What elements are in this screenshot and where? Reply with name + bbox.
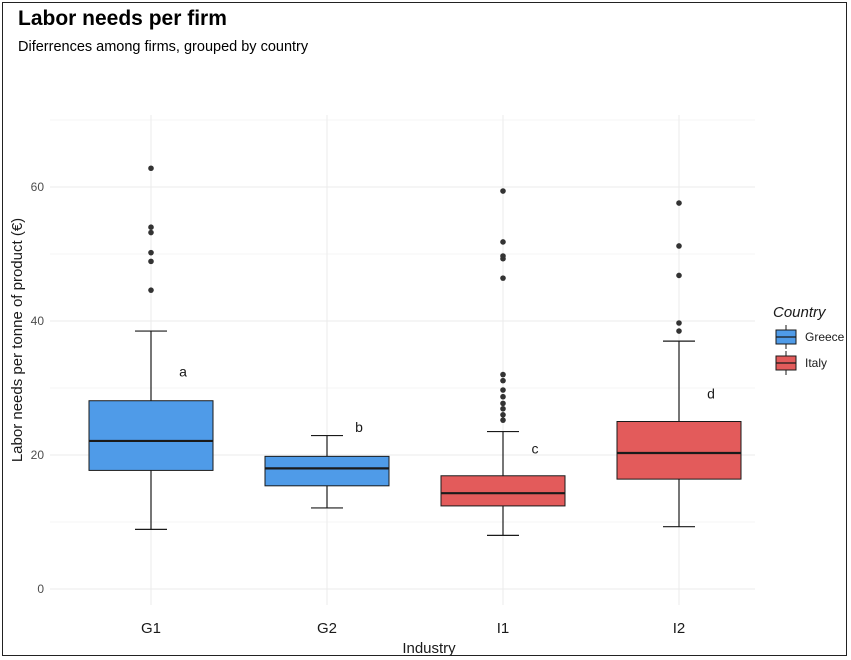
outlier-point: [500, 239, 506, 245]
outlier-point: [500, 387, 506, 393]
outlier-point: [148, 258, 154, 265]
outlier-point: [148, 224, 154, 230]
y-tick-label: 0: [37, 582, 44, 596]
group-label: c: [532, 440, 539, 456]
x-tick-label: G1: [141, 620, 161, 637]
outlier-point: [148, 165, 154, 172]
group-label: a: [179, 363, 187, 379]
outlier-point: [500, 188, 506, 194]
y-axis-ticks: 0 20 40 60: [31, 180, 45, 596]
outlier-point: [676, 200, 682, 206]
outlier-point: [676, 243, 682, 249]
box-I2: d: [616, 200, 742, 528]
box-iqr: [440, 475, 566, 507]
outlier-point: [500, 417, 506, 423]
box-G1: a: [88, 165, 214, 530]
y-axis-label: Labor needs per tonne of product (€): [9, 218, 26, 462]
x-tick-label: G2: [317, 620, 337, 637]
y-tick-label: 20: [31, 448, 45, 462]
outlier-point: [500, 393, 506, 400]
outlier-point: [148, 249, 154, 256]
legend-label: Italy: [805, 356, 827, 370]
group-label: d: [707, 385, 715, 401]
chart-subtitle: Diferrences among firms, grouped by coun…: [18, 39, 309, 55]
outlier-point: [500, 400, 506, 407]
legend-key-italy: Italy: [775, 351, 827, 375]
legend-label: Greece: [805, 330, 845, 344]
chart-title: Labor needs per firm: [18, 7, 227, 30]
outlier-point: [676, 320, 682, 326]
outlier-point: [500, 275, 506, 281]
outlier-point: [500, 253, 506, 259]
x-axis-label: Industry: [402, 640, 456, 657]
outlier-point: [500, 371, 506, 378]
legend-key-greece: Greece: [775, 325, 845, 349]
legend: Country Greece Italy: [773, 304, 845, 375]
box-I1: c: [440, 188, 566, 537]
legend-title: Country: [773, 304, 827, 321]
x-axis-ticks: G1 G2 I1 I2: [141, 620, 685, 637]
boxes: a b c d: [88, 165, 742, 537]
group-label: b: [355, 419, 363, 435]
outlier-point: [676, 272, 682, 279]
outlier-point: [148, 287, 154, 293]
outlier-point: [500, 377, 506, 384]
box-iqr: [264, 455, 390, 487]
box-iqr: [616, 421, 742, 480]
y-tick-label: 60: [31, 180, 45, 194]
x-tick-label: I1: [497, 620, 510, 637]
outlier-point: [500, 412, 506, 418]
x-tick-label: I2: [673, 620, 686, 637]
box-iqr: [88, 400, 214, 471]
box-G2: b: [264, 419, 390, 509]
outlier-point: [676, 328, 682, 334]
outlier-point: [148, 229, 154, 236]
grid-lines: [50, 115, 755, 605]
y-tick-label: 40: [31, 314, 45, 328]
outlier-point: [500, 405, 506, 412]
